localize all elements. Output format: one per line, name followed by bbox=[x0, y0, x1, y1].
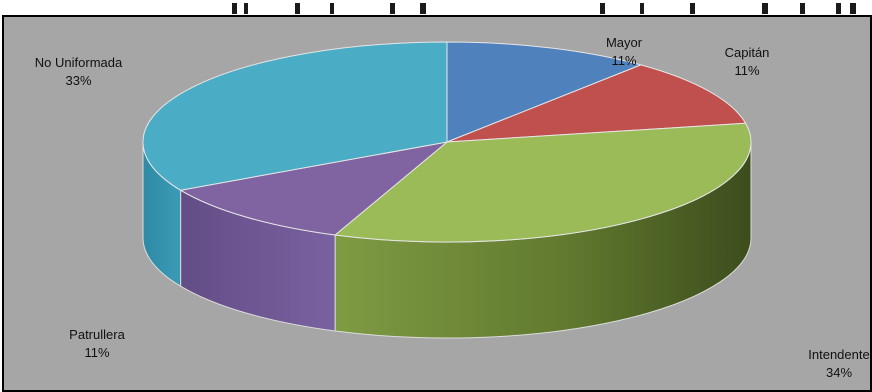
data-label-no-uniformada: No Uniformada 33% bbox=[34, 55, 123, 88]
data-label-capitan: Capitán 11% bbox=[724, 45, 770, 78]
data-label-mayor: Mayor 11% bbox=[605, 35, 643, 68]
slice-intendente bbox=[333, 122, 752, 243]
chart-area: Mayor 11% Capitán 11% Intendente 34% Pat… bbox=[2, 15, 872, 392]
slice-no-uniformada bbox=[142, 41, 448, 191]
chart-title-strip bbox=[0, 0, 872, 16]
data-label-patrullera: Patrullera 11% bbox=[69, 327, 125, 360]
pie-chart bbox=[142, 41, 752, 339]
data-label-intendente: Intendente 34% bbox=[808, 347, 870, 380]
slice-patrullera bbox=[179, 141, 449, 236]
slice-mayor bbox=[446, 41, 643, 143]
slice-capitan bbox=[446, 64, 747, 143]
cropped-title-text bbox=[232, 3, 856, 14]
